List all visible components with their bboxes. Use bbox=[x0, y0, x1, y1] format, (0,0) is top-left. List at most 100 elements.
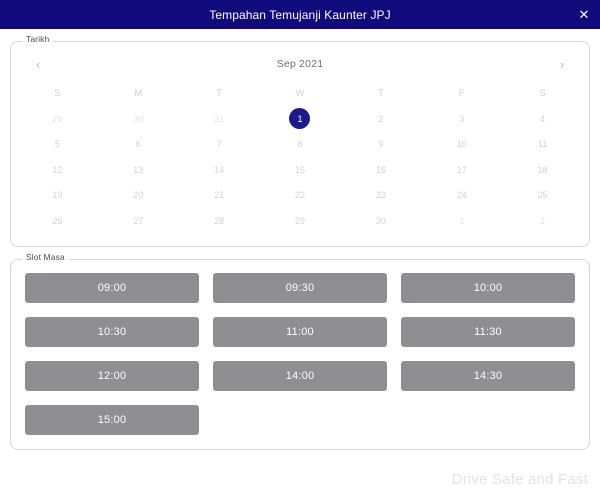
calendar-weekday: T bbox=[216, 87, 223, 99]
time-slot-button[interactable]: 15:00 bbox=[25, 404, 199, 435]
calendar-day-label: 1 bbox=[459, 215, 465, 226]
time-slot-button[interactable]: 14:00 bbox=[213, 360, 387, 391]
calendar-weekday: W bbox=[295, 87, 305, 99]
calendar-day-label: 11 bbox=[537, 139, 548, 150]
time-slot-card: Slot Masa 09:00 09:30 10:00 10:30 11:00 11:30… bbox=[10, 252, 590, 450]
calendar-day-label: 1 bbox=[289, 108, 311, 130]
time-slot-button[interactable]: 11:30 bbox=[401, 316, 575, 347]
calendar-day[interactable]: 1 bbox=[421, 208, 502, 234]
calendar-nav: ‹ Sep 2021 › bbox=[17, 52, 583, 76]
calendar-day-label: 22 bbox=[294, 190, 305, 201]
time-slot-button[interactable]: 12:00 bbox=[25, 360, 199, 391]
chevron-right-icon[interactable]: › bbox=[551, 53, 573, 75]
calendar-day[interactable]: 13 bbox=[98, 157, 179, 183]
calendar-day-label: 2 bbox=[540, 215, 546, 226]
chevron-left-icon[interactable]: ‹ bbox=[27, 53, 49, 75]
calendar-day-label: 28 bbox=[214, 215, 225, 226]
calendar-day-grid: 29 30 31 1 2 3 4 5 6 7 8 9 10 11 12 13 14 15 16 17 18 19 20 21 2… bbox=[17, 106, 583, 234]
page-title: Tempahan Temujanji Kaunter JPJ bbox=[209, 7, 391, 22]
calendar-day-label: 7 bbox=[216, 139, 222, 150]
calendar-day[interactable]: 29 bbox=[260, 208, 341, 234]
calendar-day-selected[interactable]: 1 bbox=[260, 106, 341, 132]
calendar-day[interactable]: 5 bbox=[17, 132, 98, 158]
calendar-day[interactable]: 2 bbox=[502, 208, 583, 234]
date-card-label: Tarikh bbox=[22, 35, 54, 44]
calendar-day-label: 31 bbox=[214, 113, 225, 124]
calendar-day-label: 27 bbox=[133, 215, 144, 226]
calendar-day-label: 17 bbox=[456, 164, 467, 175]
calendar-day[interactable]: 19 bbox=[17, 183, 98, 209]
calendar-day[interactable]: 30 bbox=[98, 106, 179, 132]
time-slot-button[interactable]: 11:00 bbox=[213, 316, 387, 347]
calendar-day[interactable]: 12 bbox=[17, 157, 98, 183]
calendar-day-label: 30 bbox=[133, 113, 144, 124]
calendar-day-label: 13 bbox=[133, 164, 144, 175]
calendar-day-label: 24 bbox=[456, 190, 467, 201]
calendar-day-label: 30 bbox=[375, 215, 386, 226]
calendar-day[interactable]: 9 bbox=[340, 132, 421, 158]
calendar-day[interactable]: 4 bbox=[502, 106, 583, 132]
calendar-day[interactable]: 25 bbox=[502, 183, 583, 209]
calendar-day[interactable]: 17 bbox=[421, 157, 502, 183]
calendar-day[interactable]: 28 bbox=[179, 208, 260, 234]
calendar-day-label: 5 bbox=[54, 139, 60, 150]
calendar-day[interactable]: 10 bbox=[421, 132, 502, 158]
calendar-weekday: T bbox=[377, 87, 384, 99]
calendar-day[interactable]: 15 bbox=[260, 157, 341, 183]
calendar-day[interactable]: 8 bbox=[260, 132, 341, 158]
calendar-day-label: 8 bbox=[297, 139, 303, 150]
calendar-day-label: 19 bbox=[52, 190, 63, 201]
calendar-day[interactable]: 26 bbox=[17, 208, 98, 234]
calendar-day[interactable]: 31 bbox=[179, 106, 260, 132]
calendar-day[interactable]: 24 bbox=[421, 183, 502, 209]
calendar-day-label: 9 bbox=[378, 139, 384, 150]
time-slot-button[interactable]: 10:30 bbox=[25, 316, 199, 347]
calendar-day-label: 20 bbox=[133, 190, 144, 201]
calendar-day[interactable]: 3 bbox=[421, 106, 502, 132]
calendar-day-label: 25 bbox=[537, 190, 548, 201]
calendar-day[interactable]: 23 bbox=[340, 183, 421, 209]
calendar-day-label: 10 bbox=[456, 139, 467, 150]
calendar-day-label: 29 bbox=[52, 113, 63, 124]
calendar-day[interactable]: 27 bbox=[98, 208, 179, 234]
calendar-day[interactable]: 7 bbox=[179, 132, 260, 158]
calendar-day[interactable]: 29 bbox=[17, 106, 98, 132]
calendar-day-label: 23 bbox=[375, 190, 386, 201]
calendar-day[interactable]: 20 bbox=[98, 183, 179, 209]
calendar-day-label: 21 bbox=[214, 190, 225, 201]
time-slot-button[interactable]: 09:00 bbox=[25, 272, 199, 303]
calendar-weekday: S bbox=[539, 87, 546, 99]
calendar-day-label: 2 bbox=[378, 113, 384, 124]
calendar-day-label: 18 bbox=[537, 164, 548, 175]
calendar-day-label: 15 bbox=[294, 164, 305, 175]
time-slot-button[interactable]: 14:30 bbox=[401, 360, 575, 391]
calendar-day[interactable]: 22 bbox=[260, 183, 341, 209]
calendar-day[interactable]: 21 bbox=[179, 183, 260, 209]
calendar-weekday: M bbox=[134, 87, 143, 99]
calendar-day-label: 4 bbox=[540, 113, 546, 124]
time-slot-card-label: Slot Masa bbox=[22, 252, 69, 261]
calendar-day[interactable]: 11 bbox=[502, 132, 583, 158]
calendar-day[interactable]: 6 bbox=[98, 132, 179, 158]
calendar-day[interactable]: 14 bbox=[179, 157, 260, 183]
calendar-month-label: Sep 2021 bbox=[276, 58, 324, 70]
calendar-day-label: 16 bbox=[375, 164, 386, 175]
calendar-day[interactable]: 2 bbox=[340, 106, 421, 132]
close-icon[interactable]: ✕ bbox=[575, 6, 593, 24]
calendar-weekday: S bbox=[54, 87, 61, 99]
time-slot-button[interactable]: 10:00 bbox=[401, 272, 575, 303]
calendar-day[interactable]: 16 bbox=[340, 157, 421, 183]
calendar-day-label: 12 bbox=[52, 164, 63, 175]
modal-header: Tempahan Temujanji Kaunter JPJ ✕ bbox=[0, 0, 600, 29]
time-slot-button[interactable]: 09:30 bbox=[213, 272, 387, 303]
calendar-day-label: 6 bbox=[135, 139, 141, 150]
calendar-day[interactable]: 30 bbox=[340, 208, 421, 234]
calendar-day-label: 26 bbox=[52, 215, 63, 226]
calendar-day[interactable]: 18 bbox=[502, 157, 583, 183]
calendar-day-label: 3 bbox=[459, 113, 465, 124]
time-slot-grid: 09:00 09:30 10:00 10:30 11:00 11:30 12:00 14:00… bbox=[11, 260, 589, 449]
